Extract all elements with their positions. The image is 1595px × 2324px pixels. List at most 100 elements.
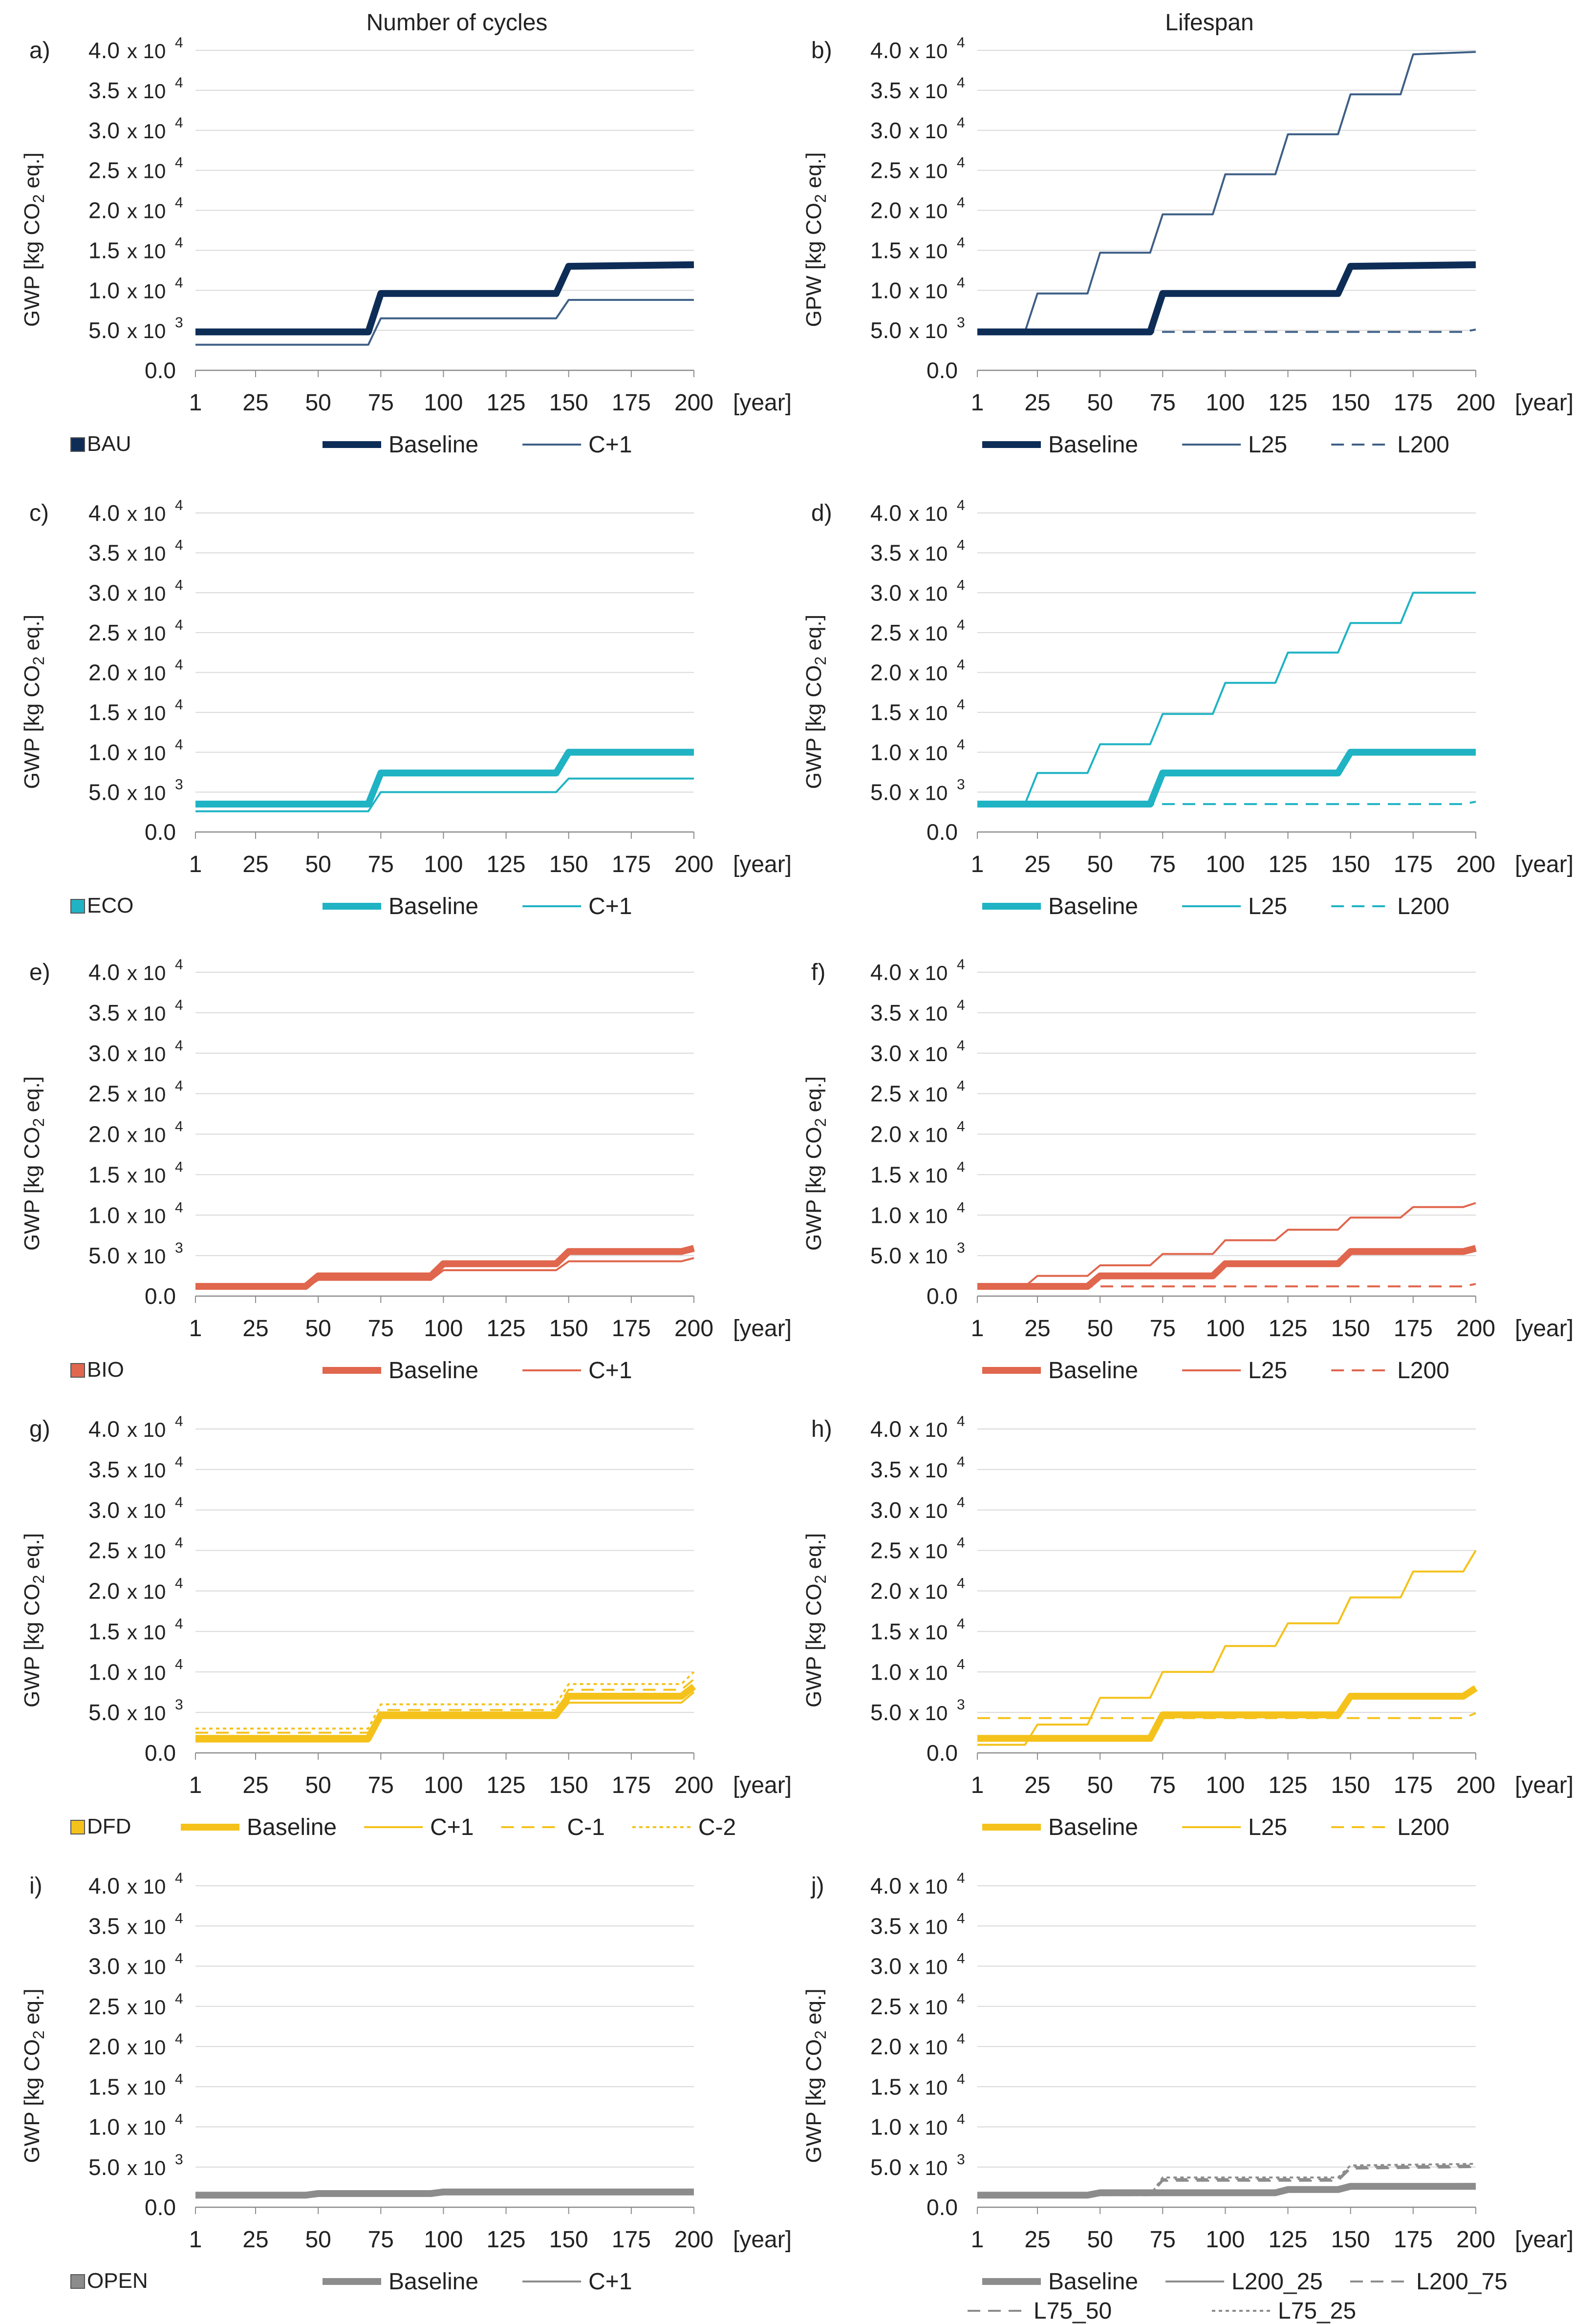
x-tick-label: 175 bbox=[612, 852, 651, 877]
y-tick-exponent: 4 bbox=[175, 997, 183, 1013]
y-tick-times: x 10 bbox=[909, 1956, 948, 1979]
y-tick-exponent: 4 bbox=[175, 75, 183, 91]
y-tick-mantissa: 2.0 bbox=[88, 1122, 120, 1147]
y-tick-exponent: 3 bbox=[175, 1697, 183, 1713]
y-tick-exponent: 4 bbox=[957, 1078, 965, 1094]
series-line-c-1 bbox=[195, 1678, 695, 1734]
legend-label: L200_75 bbox=[1416, 2269, 1508, 2295]
x-tick-label: 150 bbox=[549, 2227, 588, 2253]
y-tick-mantissa: 5.0 bbox=[870, 2154, 902, 2180]
y-tick-exponent: 4 bbox=[175, 1910, 183, 1926]
y-tick-times: x 10 bbox=[909, 1661, 948, 1684]
y-tick-label: 0.0 bbox=[145, 358, 176, 383]
y-tick-times: x 10 bbox=[909, 542, 948, 565]
y-tick-exponent: 4 bbox=[175, 235, 183, 251]
column-title-cycles: Number of cycles bbox=[366, 10, 548, 36]
x-axis-label: [year] bbox=[1515, 1772, 1573, 1798]
x-tick-label: 75 bbox=[1150, 1316, 1176, 1342]
scenario-swatch bbox=[70, 1363, 85, 1378]
x-tick-label: 25 bbox=[1024, 852, 1050, 877]
y-tick-times: x 10 bbox=[127, 662, 166, 685]
panel-a: a) 0.0 5.0 x 10 3 1.0 x 10 4 1.5 x 10 4 2.0 x 10 4 2.5… bbox=[20, 35, 792, 458]
y-tick-exponent: 4 bbox=[175, 957, 183, 973]
legend-item: Baseline bbox=[181, 1814, 337, 1840]
legend-label: L25 bbox=[1248, 894, 1287, 919]
panel-b: b) 0.0 5.0 x 10 3 1.0 x 10 4 1.5 x 10 4 2.0 x 10 4 2.5… bbox=[802, 35, 1573, 458]
legend-item: L25 bbox=[1182, 432, 1287, 458]
panel-d: d) 0.0 5.0 x 10 3 1.0 x 10 4 1.5 x 10 4 2.0 x 10 4 2.5… bbox=[802, 497, 1573, 919]
legend-item: Baseline bbox=[982, 2269, 1138, 2295]
y-tick-mantissa: 3.0 bbox=[88, 1497, 120, 1523]
x-tick-label: 50 bbox=[1087, 2227, 1113, 2253]
x-tick-label: 75 bbox=[1150, 2227, 1176, 2253]
x-tick-label: 150 bbox=[1331, 852, 1370, 877]
legend-item: L200_75 bbox=[1350, 2269, 1508, 2295]
y-tick-times: x 10 bbox=[127, 582, 166, 605]
y-tick-exponent: 4 bbox=[957, 617, 965, 633]
legend-label: C-2 bbox=[698, 1814, 736, 1840]
y-tick-mantissa: 4.0 bbox=[88, 959, 120, 985]
x-tick-label: 150 bbox=[1331, 1772, 1370, 1798]
y-tick-times: x 10 bbox=[127, 1083, 166, 1106]
legend-label: L75_25 bbox=[1278, 2298, 1356, 2324]
y-tick-mantissa: 1.0 bbox=[870, 1202, 902, 1228]
legend-item: C-1 bbox=[501, 1814, 605, 1840]
y-tick-mantissa: 3.0 bbox=[88, 580, 120, 605]
x-tick-label: 1 bbox=[189, 390, 202, 416]
y-tick-exponent: 4 bbox=[175, 497, 183, 513]
y-tick-mantissa: 2.5 bbox=[870, 1081, 902, 1107]
y-tick-exponent: 4 bbox=[175, 275, 183, 291]
y-tick-exponent: 4 bbox=[957, 737, 965, 753]
y-tick-times: x 10 bbox=[127, 2156, 166, 2179]
x-tick-label: 125 bbox=[1269, 2227, 1308, 2253]
y-tick-mantissa: 3.5 bbox=[88, 1913, 120, 1939]
x-tick-label: 25 bbox=[242, 1772, 268, 1798]
legend-item: C+1 bbox=[522, 432, 632, 458]
y-tick-times: x 10 bbox=[127, 2036, 166, 2059]
y-tick-label: 0.0 bbox=[145, 1740, 176, 1766]
series-line-baseline bbox=[195, 1245, 695, 1290]
y-tick-mantissa: 4.0 bbox=[88, 38, 120, 63]
y-tick-mantissa: 5.0 bbox=[870, 1243, 902, 1268]
y-tick-mantissa: 3.5 bbox=[88, 1000, 120, 1025]
y-tick-exponent: 3 bbox=[175, 776, 183, 792]
y-tick-exponent: 3 bbox=[957, 1697, 965, 1713]
series-line-l200 bbox=[977, 1712, 1476, 1719]
y-tick-times: x 10 bbox=[909, 1620, 948, 1643]
y-tick-times: x 10 bbox=[909, 200, 948, 223]
y-axis-label: GWP [kg CO2 eq.] bbox=[802, 1989, 829, 2163]
y-tick-times: x 10 bbox=[909, 279, 948, 302]
y-tick-mantissa: 1.5 bbox=[88, 237, 120, 263]
y-tick-mantissa: 4.0 bbox=[870, 1873, 902, 1898]
legend-label: L200_25 bbox=[1231, 2269, 1323, 2295]
y-tick-times: x 10 bbox=[127, 1418, 166, 1441]
x-tick-label: 100 bbox=[1206, 2227, 1245, 2253]
y-tick-times: x 10 bbox=[127, 1499, 166, 1522]
y-tick-label: 0.0 bbox=[927, 2195, 958, 2220]
x-tick-label: 175 bbox=[1394, 1316, 1433, 1342]
y-tick-times: x 10 bbox=[909, 1124, 948, 1147]
x-tick-label: 100 bbox=[1206, 1772, 1245, 1798]
y-tick-mantissa: 4.0 bbox=[88, 1873, 120, 1898]
y-tick-exponent: 4 bbox=[957, 1576, 965, 1592]
y-tick-mantissa: 1.5 bbox=[870, 1162, 902, 1187]
x-tick-label: 75 bbox=[1150, 852, 1176, 877]
y-tick-exponent: 4 bbox=[175, 1199, 183, 1215]
panel-j: j) 0.0 5.0 x 10 3 1.0 x 10 4 1.5 x 10 4 2.0 x 10 4 2.5… bbox=[802, 1870, 1573, 2324]
x-tick-label: 125 bbox=[487, 2227, 526, 2253]
scenario-label: DFD bbox=[87, 1814, 131, 1838]
y-tick-mantissa: 2.0 bbox=[88, 2034, 120, 2059]
legend-item: Baseline bbox=[982, 894, 1138, 919]
legend-label: Baseline bbox=[1048, 894, 1138, 919]
y-tick-times: x 10 bbox=[127, 502, 166, 525]
legend-label: Baseline bbox=[1048, 2269, 1138, 2295]
y-tick-mantissa: 2.5 bbox=[88, 620, 120, 645]
y-tick-exponent: 4 bbox=[175, 1616, 183, 1632]
x-tick-label: 175 bbox=[1394, 1772, 1433, 1798]
y-tick-exponent: 3 bbox=[175, 1240, 183, 1256]
x-tick-label: 50 bbox=[305, 1316, 331, 1342]
x-tick-label: 200 bbox=[1456, 1316, 1495, 1342]
x-tick-label: 1 bbox=[189, 1316, 202, 1342]
y-tick-mantissa: 1.0 bbox=[88, 740, 120, 765]
x-tick-label: 25 bbox=[242, 390, 268, 416]
